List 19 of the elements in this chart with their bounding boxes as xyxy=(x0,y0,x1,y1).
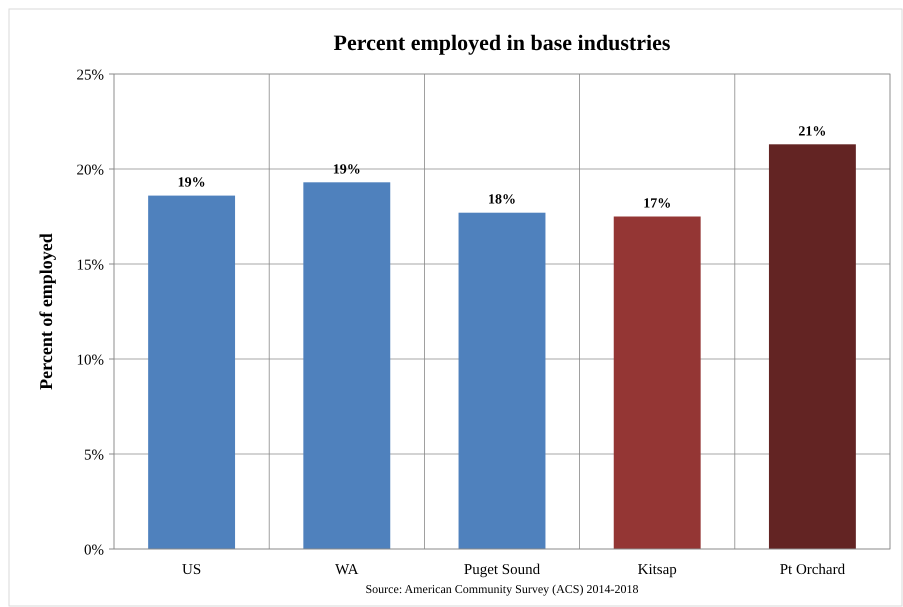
data-label: 19% xyxy=(332,162,361,178)
x-tick-label: WA xyxy=(335,562,359,578)
x-tick-label: Kitsap xyxy=(638,562,677,578)
y-tick-label: 0% xyxy=(84,542,104,558)
source-note: Source: American Community Survey (ACS) 2014-2018 xyxy=(366,582,638,596)
chart-title: Percent employed in base industries xyxy=(334,30,671,55)
y-tick-label: 25% xyxy=(76,67,104,84)
y-tick-label: 15% xyxy=(76,257,104,274)
y-axis-title: Percent of employed xyxy=(36,233,56,390)
x-tick-label: Puget Sound xyxy=(464,562,541,578)
x-tick-label: Pt Orchard xyxy=(780,562,846,578)
data-label: 19% xyxy=(178,176,206,191)
data-label: 17% xyxy=(643,196,672,212)
y-tick-label: 20% xyxy=(76,162,104,178)
data-label: 18% xyxy=(488,192,516,208)
y-tick-label: 10% xyxy=(76,352,104,368)
y-tick-label: 5% xyxy=(84,447,104,464)
x-tick-label: US xyxy=(182,562,202,578)
data-label: 21% xyxy=(798,124,826,140)
